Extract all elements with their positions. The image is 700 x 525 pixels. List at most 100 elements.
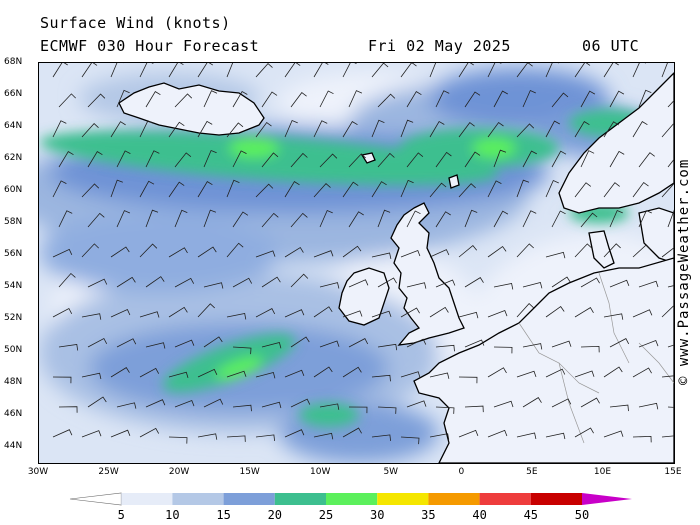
wind-barb	[87, 212, 105, 228]
wind-barb	[487, 429, 508, 438]
wind-barb	[290, 212, 308, 228]
wind-barb	[197, 246, 217, 258]
wind-barb	[116, 89, 130, 108]
wind-barb	[313, 120, 328, 138]
wind-barb	[516, 303, 534, 318]
wind-barb	[52, 120, 67, 138]
wind-barb	[87, 337, 108, 348]
lat-label: 62N	[4, 153, 23, 163]
wind-barb	[493, 210, 509, 228]
lon-label: 0	[458, 467, 465, 477]
colorbar-tick-label: 5	[118, 508, 125, 522]
wind-barb	[342, 310, 363, 318]
wind-barb	[290, 152, 308, 168]
wind-barb	[116, 338, 137, 348]
wind-barb	[284, 63, 301, 78]
wind-barb	[377, 209, 391, 228]
wind-barb	[603, 366, 623, 378]
wind-barb	[197, 181, 213, 198]
wind-barb	[342, 121, 358, 138]
colorbar-tick-label: 35	[421, 508, 435, 522]
wind-barb	[342, 427, 362, 438]
wind-barb	[139, 243, 158, 258]
wind-barb	[174, 399, 195, 408]
wind-barb	[58, 344, 79, 351]
wind-barb	[371, 434, 391, 441]
forecast-time: 06 UTC	[582, 37, 640, 55]
wind-barb	[464, 339, 485, 348]
wind-barb	[487, 180, 502, 198]
wind-barb	[58, 210, 73, 228]
wind-barb	[435, 151, 452, 168]
wind-barb	[487, 245, 507, 258]
wind-barb	[661, 247, 674, 258]
wind-barb	[522, 89, 536, 108]
wind-barb	[313, 366, 333, 378]
wind-barb	[551, 210, 566, 228]
wind-barb	[261, 152, 279, 168]
wind-barb	[110, 308, 131, 318]
wind-barb	[145, 399, 166, 408]
wind-barb	[551, 398, 572, 408]
wind-barb	[110, 63, 124, 78]
wind-barb	[232, 90, 248, 108]
wind-barb	[110, 179, 123, 198]
wind-barb	[667, 209, 674, 228]
wind-barb	[580, 212, 598, 228]
wind-barb	[632, 121, 648, 138]
wind-barb	[81, 430, 102, 438]
wind-barb	[638, 402, 659, 410]
wind-barb	[406, 338, 427, 348]
wind-barb	[493, 346, 513, 354]
wind-barb	[261, 212, 279, 228]
wind-barb	[603, 430, 624, 438]
wind-barb	[319, 282, 340, 289]
wind-barb	[545, 251, 566, 259]
wind-barb	[197, 433, 218, 440]
wind-barb	[197, 63, 214, 78]
wind-barb	[81, 63, 98, 78]
wind-barb	[284, 309, 305, 318]
wind-barb	[406, 152, 424, 168]
lon-label: 5E	[526, 467, 538, 477]
wind-barb	[609, 150, 625, 168]
wind-barb	[661, 183, 674, 198]
wind-barb	[667, 158, 674, 168]
wind-barb	[632, 244, 651, 258]
wind-barb	[139, 367, 160, 378]
wind-barb	[377, 343, 398, 351]
wind-barb	[522, 343, 543, 350]
wind-barb	[580, 397, 600, 408]
wind-barb	[487, 309, 508, 318]
wind-barb	[371, 252, 392, 259]
wind-barb	[261, 91, 278, 108]
wind-barb	[580, 345, 600, 353]
wind-barb	[313, 250, 334, 258]
wind-barb	[226, 313, 247, 320]
wind-barb	[255, 183, 274, 198]
wind-barb	[429, 306, 449, 318]
wind-barb	[232, 150, 247, 168]
wind-barb	[226, 435, 246, 442]
wind-barb	[429, 249, 450, 258]
wind-barb	[406, 400, 427, 408]
wind-barb	[551, 92, 569, 108]
wind-barb	[174, 277, 195, 288]
wind-barb	[87, 278, 108, 288]
wind-barb	[261, 401, 282, 409]
wind-barb	[435, 344, 455, 352]
wind-barb	[290, 273, 309, 288]
coastlines	[118, 72, 674, 463]
wind-barb	[603, 182, 620, 198]
wind-barb	[232, 346, 252, 355]
wind-barb	[174, 209, 188, 228]
wind-barb	[371, 181, 387, 198]
lat-label: 46N	[4, 409, 23, 419]
lat-label: 66N	[4, 89, 23, 99]
wind-barb	[168, 63, 184, 78]
wind-barb	[226, 63, 234, 78]
wind-barb	[516, 123, 535, 138]
wind-barb	[661, 435, 674, 438]
wind-barb	[290, 92, 307, 108]
wind-barb	[168, 436, 188, 444]
